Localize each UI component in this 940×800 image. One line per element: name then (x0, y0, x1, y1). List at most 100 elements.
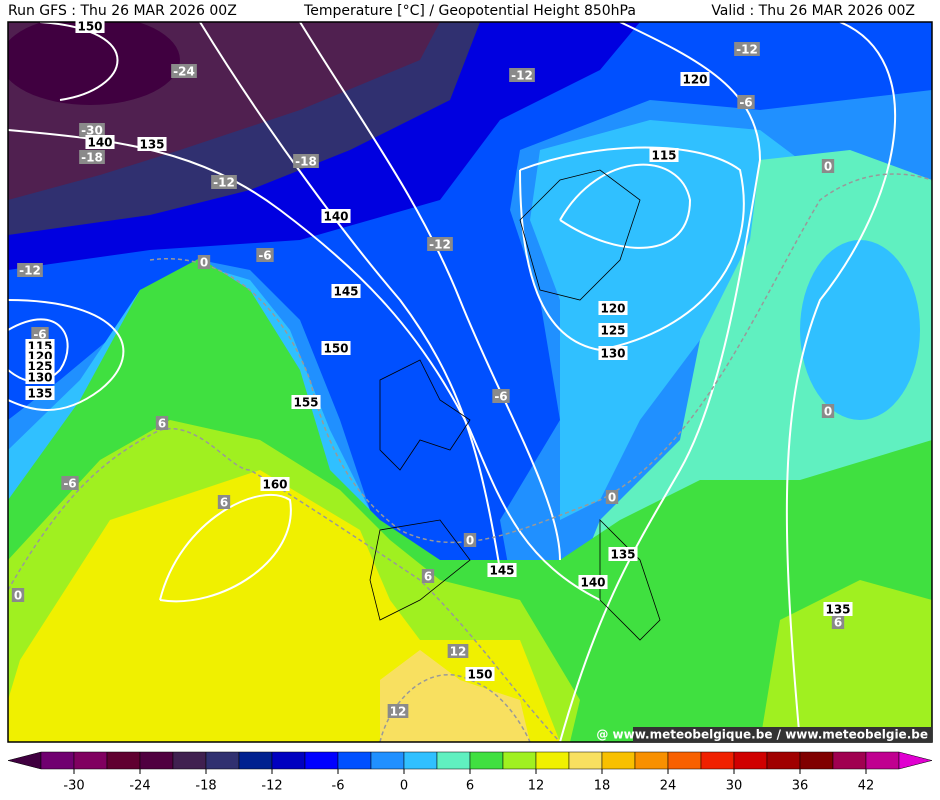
colorbar-segment (40, 751, 75, 770)
temperature-label-box (831, 615, 845, 629)
temperature-label-box (171, 64, 197, 78)
height-label: 155 (293, 396, 318, 410)
temperature-label-box (821, 159, 835, 173)
colorbar-segment (271, 751, 306, 770)
temperature-label: 6 (220, 496, 228, 510)
colorbar-segment (700, 751, 735, 770)
temperature-label-box (155, 416, 169, 430)
colorbar-segment (106, 751, 141, 770)
temperature-label: -24 (173, 65, 195, 79)
height-label-box (608, 547, 638, 561)
height-label: 150 (467, 668, 492, 682)
colorbar-segment (337, 751, 372, 770)
temperature-label-box (427, 237, 453, 251)
height-label: 145 (333, 285, 358, 299)
temperature-label-box (211, 175, 237, 189)
colorbar-segment (139, 751, 174, 770)
temperature-label: -30 (81, 124, 103, 138)
height-label-box (465, 667, 495, 681)
colorbar-segment (898, 751, 933, 770)
temperature-label: 12 (390, 705, 407, 719)
colorbar-tick-label: 36 (792, 779, 809, 794)
height-label-box (578, 575, 608, 589)
temperature-label-box (737, 95, 755, 109)
colorbar-segment (733, 751, 768, 770)
temperature-label: -12 (511, 69, 533, 83)
height-label-box (487, 563, 517, 577)
height-label-box (137, 137, 167, 151)
temperature-label-box (17, 263, 43, 277)
temperature-label: -12 (429, 238, 451, 252)
watermark: @ www.meteobelgique.be / www.meteobelgie… (596, 728, 928, 742)
height-label: 140 (323, 210, 348, 224)
temperature-label-box (387, 704, 409, 718)
colorbar-segment (73, 751, 108, 770)
height-label: 120 (682, 73, 707, 87)
colorbar-tick-label: -18 (195, 779, 216, 794)
temperature-label: 6 (424, 570, 432, 584)
temperature-label: -6 (494, 390, 507, 404)
temperature-label-box (217, 495, 231, 509)
temperature-label: 0 (466, 534, 474, 548)
temperature-label: -18 (295, 155, 317, 169)
height-label: 135 (610, 548, 635, 562)
temperature-label-box (61, 476, 79, 490)
colorbar-segment (601, 751, 636, 770)
temperature-label-box (31, 327, 49, 341)
temperature-label: -18 (81, 151, 103, 165)
height-label-box (331, 284, 361, 298)
watermark-box (633, 727, 932, 742)
temperature-label-box (79, 123, 105, 137)
height-label-box (823, 602, 853, 616)
valid-info: Valid : Thu 26 MAR 2026 00Z (711, 3, 915, 19)
temperature-label: 6 (834, 616, 842, 630)
height-label-box (321, 341, 351, 355)
height-label: 135 (27, 387, 52, 401)
height-label: 145 (489, 564, 514, 578)
colorbar-segment (766, 751, 801, 770)
height-label: 140 (87, 136, 112, 150)
height-label-box (680, 72, 710, 86)
temperature-label: -6 (739, 96, 752, 110)
colorbar-segment (403, 751, 438, 770)
temperature-label-box (492, 389, 510, 403)
temperature-label-box (79, 150, 105, 164)
map-area (8, 22, 932, 742)
height-label: 150 (77, 20, 102, 34)
height-label-box (649, 148, 679, 162)
temperature-label: 0 (824, 405, 832, 419)
map-title: Temperature [°C] / Geopotential Height 8… (303, 3, 636, 19)
colorbar-tick-label: 0 (400, 779, 408, 794)
temperature-label: 0 (14, 589, 22, 603)
height-label-box (598, 346, 628, 360)
colorbar-segment (832, 751, 867, 770)
temperature-label-box (197, 255, 211, 269)
colorbar-segment (535, 751, 570, 770)
height-label-box (75, 19, 105, 33)
colorbar-tick-label: 24 (660, 779, 677, 794)
temperature-label-box (293, 154, 319, 168)
height-label-box (85, 135, 115, 149)
height-label-box (598, 301, 628, 315)
temperature-label: -6 (33, 328, 46, 342)
colorbar-tick-label: -12 (261, 779, 282, 794)
temperature-label-box (256, 248, 274, 262)
colorbar-segment (469, 751, 504, 770)
height-label: 135 (139, 138, 164, 152)
colorbar-segment (304, 751, 339, 770)
temperature-label: -12 (19, 264, 41, 278)
temperature-label: -12 (213, 176, 235, 190)
height-label: 115 (651, 149, 676, 163)
colorbar-tick-label: 18 (594, 779, 611, 794)
map-frame (7, 21, 933, 743)
height-label: 150 (323, 342, 348, 356)
temperature-label-box (734, 42, 760, 56)
height-label: 135 (825, 603, 850, 617)
temperature-label: -6 (63, 477, 76, 491)
temperature-label: 0 (824, 160, 832, 174)
temperature-label: 0 (608, 491, 616, 505)
height-label-box (321, 209, 351, 223)
temperature-label: 6 (158, 417, 166, 431)
temperature-label-box (821, 404, 835, 418)
